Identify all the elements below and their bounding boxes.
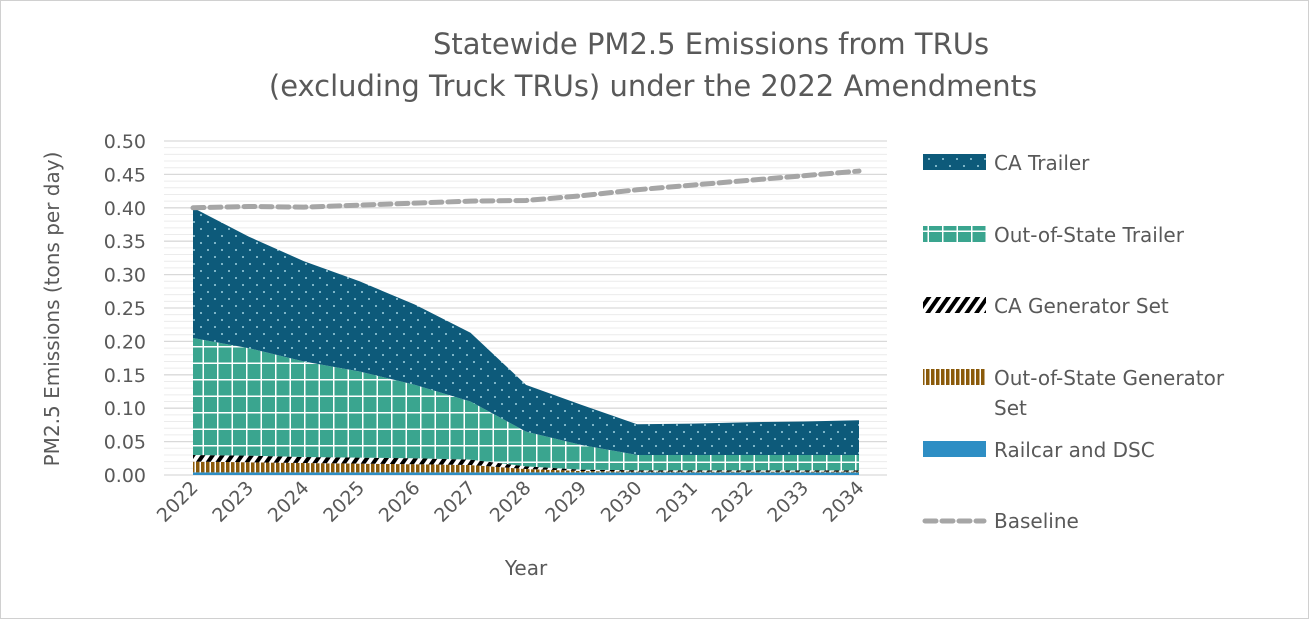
x-tick-label: 2032 (708, 477, 758, 527)
x-tick-label: 2026 (375, 477, 425, 527)
legend-label: Out-of-State Trailer (994, 223, 1185, 247)
legend: CA Trailer Out-of-State Trailer CA Generat… (922, 151, 1225, 533)
area-railcar-and-dsc (193, 472, 859, 475)
y-tick-label: 0.40 (104, 198, 146, 220)
line-baseline (190, 168, 862, 211)
legend-swatch (923, 441, 986, 457)
y-tick-label: 0.10 (104, 398, 146, 420)
legend-swatch (923, 226, 986, 242)
title-line-2: (excluding Truck TRUs) under the 2022 Am… (269, 69, 1037, 103)
chart-title: Statewide PM2.5 Emissions from TRUs (exc… (269, 27, 1037, 103)
y-tick-label: 0.45 (104, 164, 146, 186)
y-tick-label: 0.15 (104, 365, 146, 387)
x-tick-label: 2025 (319, 477, 369, 527)
x-tick-label: 2028 (486, 477, 536, 527)
x-tick-label: 2031 (652, 477, 702, 527)
y-tick-label: 0.05 (104, 432, 146, 454)
legend-label: CA Generator Set (994, 294, 1169, 318)
x-tick-label: 2030 (597, 477, 647, 527)
y-tick-label: 0.35 (104, 231, 146, 253)
legend-swatch (923, 369, 986, 385)
title-line-1: Statewide PM2.5 Emissions from TRUs (433, 27, 989, 61)
y-tick-label: 0.30 (104, 265, 146, 287)
x-tick-label: 2033 (763, 477, 813, 527)
y-axis-label: PM2.5 Emissions (tons per day) (40, 152, 64, 467)
y-tick-label: 0.50 (104, 131, 146, 153)
x-tick-label: 2022 (153, 477, 203, 527)
x-tick-label: 2034 (819, 477, 869, 527)
area-ca-trailer (193, 207, 859, 455)
area-out-of-state-trailer (193, 338, 859, 471)
area-out-of-state-generator-set (193, 461, 859, 473)
area-ca-generator-set (193, 454, 859, 472)
legend-label: Baseline (994, 509, 1079, 533)
y-tick-label: 0.00 (104, 465, 146, 487)
y-tick-label: 0.25 (104, 298, 146, 320)
legend-label: Set (994, 396, 1027, 420)
x-tick-label: 2024 (264, 477, 314, 527)
legend-label: CA Trailer (994, 151, 1090, 175)
x-tick-label: 2029 (541, 477, 591, 527)
legend-label: Out-of-State Generator (994, 366, 1225, 390)
x-tick-label: 2023 (208, 477, 258, 527)
legend-swatch (923, 297, 986, 313)
y-tick-label: 0.20 (104, 331, 146, 353)
x-tick-label: 2027 (430, 477, 480, 527)
legend-label: Railcar and DSC (994, 438, 1155, 462)
x-axis-label: Year (504, 556, 548, 580)
legend-swatch (923, 154, 986, 170)
